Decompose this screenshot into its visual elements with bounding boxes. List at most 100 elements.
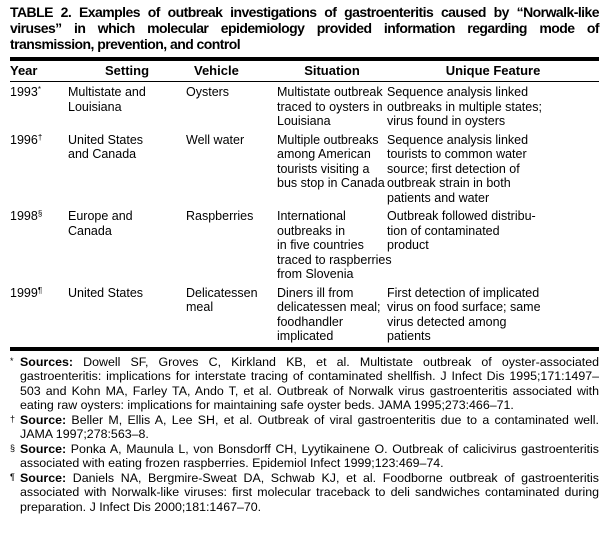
cell-line: product bbox=[387, 238, 429, 252]
header-vehicle: Vehicle bbox=[194, 63, 239, 78]
table-header: Year Setting Vehicle Situation Unique Fe… bbox=[10, 61, 599, 81]
header-year: Year bbox=[10, 63, 38, 78]
cell-situation: Multiple outbreaks among American tourists… bbox=[277, 133, 387, 206]
title-line: viruses” in which molecular epidemiology… bbox=[10, 20, 600, 36]
cell-year: 1999¶ bbox=[10, 286, 68, 344]
cell-line: First detection of implicated bbox=[387, 285, 540, 300]
cell-setting: Multistate and Louisiana bbox=[68, 85, 186, 129]
cell-line: implicated bbox=[277, 329, 334, 343]
table-row: 1999¶ United States Delicatessen meal Diners… bbox=[10, 283, 599, 345]
cell-line: Delicatessen bbox=[186, 285, 258, 300]
cell-line: Raspberries bbox=[186, 209, 254, 223]
cell-line: Europe and bbox=[68, 209, 133, 223]
title-line: transmission, prevention, and control bbox=[10, 36, 241, 52]
cell-line: in five countries bbox=[277, 238, 364, 252]
footnote-label: Source: bbox=[20, 412, 67, 427]
footnote: † Source: Beller M, Ellis A, Lee SH, et a… bbox=[10, 413, 599, 442]
cell-line: United States bbox=[68, 285, 144, 300]
footnote-text: Beller M, Ellis A, Lee SH, et al. Outbre… bbox=[20, 412, 599, 442]
cell-setting: Europe and Canada bbox=[68, 209, 186, 282]
cell-line: Outbreak followed distribu- bbox=[387, 209, 536, 223]
cell-line: tourists visiting a bbox=[277, 161, 370, 176]
cell-line: Multiple outbreaks bbox=[277, 132, 379, 147]
footnote-mark: § bbox=[37, 209, 43, 218]
cell-vehicle: Well water bbox=[186, 133, 277, 206]
cell-line: Canada bbox=[68, 223, 112, 238]
cell-setting: United States and Canada bbox=[68, 133, 186, 206]
year-value: 1998 bbox=[10, 209, 38, 223]
cell-line: and Canada bbox=[68, 147, 137, 161]
cell-line: United States bbox=[68, 132, 144, 147]
cell-setting: United States bbox=[68, 286, 186, 344]
cell-line: Louisiana bbox=[68, 99, 122, 114]
cell-line: International bbox=[277, 209, 346, 223]
cell-situation: Diners ill from delicatessen meal; foodhan… bbox=[277, 286, 387, 344]
cell-line: virus detected among bbox=[387, 314, 507, 329]
cell-line: virus found in oysters bbox=[387, 114, 506, 128]
cell-feature: Sequence analysis linked outbreaks in mul… bbox=[387, 85, 599, 129]
cell-line: bus stop in Canada bbox=[277, 176, 385, 190]
cell-line: patients and water bbox=[387, 190, 490, 205]
cell-line: outbreak strain in both bbox=[387, 176, 511, 190]
cell-line: foodhandler bbox=[277, 314, 344, 329]
header-unique-feature: Unique Feature bbox=[445, 63, 541, 78]
cell-year: 1998§ bbox=[10, 209, 68, 282]
cell-feature: Sequence analysis linked tourists to comm… bbox=[387, 133, 599, 206]
cell-line: tourists to common water bbox=[387, 147, 527, 161]
table-document: TABLE 2. Examples of outbreak investigat… bbox=[10, 0, 600, 515]
footnote-text: Dowell SF, Groves C, Kirkland KB, et al.… bbox=[20, 354, 599, 413]
cell-vehicle: Raspberries bbox=[186, 209, 277, 282]
footnote-mark: ¶ bbox=[37, 285, 43, 295]
cell-line: Sequence analysis linked bbox=[387, 85, 529, 99]
title-line: TABLE 2. Examples of outbreak investigat… bbox=[10, 4, 600, 20]
cell-feature: First detection of implicated virus on fo… bbox=[387, 286, 599, 344]
cell-situation: International outbreaks in in five countri… bbox=[277, 209, 392, 282]
cell-line: delicatessen meal; bbox=[277, 300, 381, 314]
footnote-mark: * bbox=[10, 355, 14, 366]
year-value: 1999 bbox=[10, 285, 38, 300]
cell-situation: Multistate outbreak traced to oysters in L… bbox=[277, 85, 387, 129]
table-body: 1993* Multistate and Louisiana Oysters Multi… bbox=[10, 82, 599, 345]
cell-feature: Outbreak followed distribu-tion of conta… bbox=[387, 209, 599, 282]
table-title: TABLE 2. Examples of outbreak investigat… bbox=[10, 4, 600, 52]
footnote-mark: § bbox=[10, 442, 16, 453]
header-rule bbox=[10, 81, 599, 82]
cell-line: outbreaks in multiple states; bbox=[387, 99, 542, 114]
footnote-label: Source: bbox=[20, 470, 67, 485]
footnote-mark: ¶ bbox=[10, 471, 15, 482]
table-row: 1993* Multistate and Louisiana Oysters Multi… bbox=[10, 82, 599, 130]
cell-line: virus on food surface; same bbox=[387, 300, 541, 314]
cell-year: 1993* bbox=[10, 85, 68, 129]
cell-vehicle: Oysters bbox=[186, 85, 277, 129]
footnote-mark: † bbox=[37, 132, 43, 142]
cell-line: Well water bbox=[186, 132, 245, 147]
cell-line: meal bbox=[186, 300, 214, 314]
cell-line: Multistate outbreak bbox=[277, 85, 383, 99]
cell-line: outbreaks in bbox=[277, 223, 346, 238]
cell-vehicle: Delicatessen meal bbox=[186, 286, 277, 344]
cell-line: Diners ill from bbox=[277, 285, 354, 300]
cell-line: patients bbox=[387, 329, 431, 343]
cell-line: tion of contaminated bbox=[387, 223, 500, 238]
cell-line: source; first detection of bbox=[387, 161, 520, 176]
footnote: § Source: Ponka A, Maunula L, von Bonsdor… bbox=[10, 442, 599, 471]
header-situation: Situation bbox=[304, 63, 360, 78]
year-value: 1996 bbox=[10, 132, 38, 147]
footnote: ¶ Source: Daniels NA, Bergmire-Sweat DA, … bbox=[10, 471, 599, 515]
cell-year: 1996† bbox=[10, 133, 68, 206]
table-row: 1996† United States and Canada Well water Mu… bbox=[10, 130, 599, 207]
footnote: * Sources: Dowell SF, Groves C, Kirkland … bbox=[10, 355, 599, 413]
footnote-text: Ponka A, Maunula L, von Bonsdorff CH, Ly… bbox=[20, 441, 599, 471]
cell-line: traced to oysters in bbox=[277, 99, 383, 114]
footnote-mark: † bbox=[10, 413, 16, 424]
cell-line: Sequence analysis linked bbox=[387, 132, 529, 147]
footnotes: * Sources: Dowell SF, Groves C, Kirkland … bbox=[10, 355, 599, 515]
cell-line: from Slovenia bbox=[277, 267, 354, 281]
table-row: 1998§ Europe and Canada Raspberries Internat… bbox=[10, 206, 599, 283]
cell-line: Oysters bbox=[186, 85, 230, 99]
bottom-rule bbox=[10, 346, 599, 351]
footnote-text: Daniels NA, Bergmire-Sweat DA, Schwab KJ… bbox=[20, 470, 599, 514]
cell-line: among American bbox=[277, 147, 371, 161]
footnote-mark: * bbox=[37, 85, 41, 94]
year-value: 1993 bbox=[10, 85, 38, 99]
